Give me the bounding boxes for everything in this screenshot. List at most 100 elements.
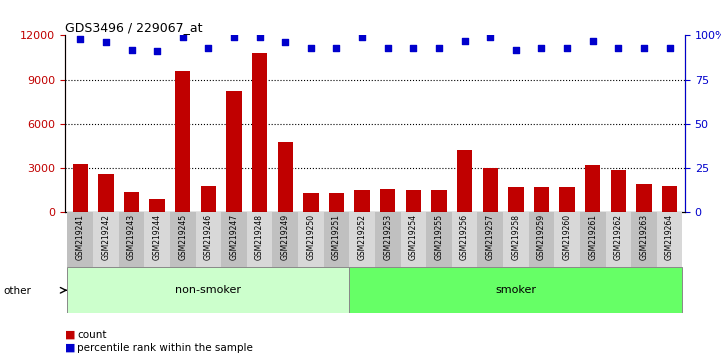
- Bar: [226, 91, 242, 212]
- Text: GSM219247: GSM219247: [229, 214, 239, 260]
- Bar: [329, 193, 344, 212]
- Bar: [175, 71, 190, 212]
- Bar: [375, 212, 401, 267]
- Point: [485, 34, 496, 40]
- Text: GSM219252: GSM219252: [358, 214, 366, 260]
- Point: [74, 36, 86, 42]
- Point: [280, 40, 291, 45]
- Text: GSM219245: GSM219245: [178, 214, 187, 260]
- Bar: [380, 189, 395, 212]
- Point: [613, 45, 624, 51]
- Bar: [662, 186, 677, 212]
- Text: count: count: [77, 330, 107, 339]
- Text: GSM219264: GSM219264: [665, 214, 674, 260]
- Bar: [452, 212, 477, 267]
- Point: [254, 34, 265, 40]
- Text: other: other: [4, 286, 32, 296]
- Point: [100, 40, 112, 45]
- Bar: [119, 212, 144, 267]
- Text: GSM219241: GSM219241: [76, 214, 85, 260]
- Text: GSM219250: GSM219250: [306, 214, 315, 260]
- Bar: [349, 212, 375, 267]
- Bar: [73, 164, 88, 212]
- Point: [638, 45, 650, 51]
- Text: ■: ■: [65, 330, 76, 339]
- Bar: [534, 187, 549, 212]
- Text: GSM219251: GSM219251: [332, 214, 341, 260]
- Point: [587, 38, 598, 44]
- Bar: [482, 168, 498, 212]
- Point: [331, 45, 342, 51]
- Bar: [273, 212, 298, 267]
- Bar: [170, 212, 195, 267]
- Bar: [247, 212, 273, 267]
- Bar: [221, 212, 247, 267]
- Text: GSM219253: GSM219253: [384, 214, 392, 260]
- Point: [151, 48, 163, 54]
- Bar: [93, 212, 119, 267]
- Text: non-smoker: non-smoker: [175, 285, 242, 295]
- Bar: [508, 187, 523, 212]
- Bar: [611, 170, 626, 212]
- Bar: [636, 184, 652, 212]
- Text: GSM219261: GSM219261: [588, 214, 597, 260]
- Text: GSM219244: GSM219244: [153, 214, 162, 260]
- Point: [203, 45, 214, 51]
- Bar: [98, 174, 114, 212]
- Bar: [431, 190, 447, 212]
- Bar: [68, 212, 93, 267]
- Point: [407, 45, 419, 51]
- Bar: [195, 212, 221, 267]
- Point: [459, 38, 470, 44]
- Text: GDS3496 / 229067_at: GDS3496 / 229067_at: [65, 21, 203, 34]
- Point: [305, 45, 317, 51]
- Text: ■: ■: [65, 343, 76, 353]
- Bar: [278, 142, 293, 212]
- Bar: [580, 212, 606, 267]
- Text: GSM219248: GSM219248: [255, 214, 264, 260]
- Point: [664, 45, 676, 51]
- Bar: [631, 212, 657, 267]
- Text: GSM219242: GSM219242: [102, 214, 110, 260]
- Text: GSM219259: GSM219259: [537, 214, 546, 260]
- Bar: [559, 187, 575, 212]
- Bar: [124, 192, 139, 212]
- Point: [177, 34, 188, 40]
- Bar: [657, 212, 682, 267]
- Bar: [585, 165, 601, 212]
- Bar: [303, 193, 319, 212]
- Text: smoker: smoker: [495, 285, 536, 295]
- Bar: [406, 190, 421, 212]
- Text: GSM219263: GSM219263: [640, 214, 648, 260]
- Bar: [477, 212, 503, 267]
- Point: [229, 34, 240, 40]
- Bar: [401, 212, 426, 267]
- Bar: [68, 267, 349, 313]
- Bar: [528, 212, 554, 267]
- Bar: [324, 212, 349, 267]
- Text: GSM219256: GSM219256: [460, 214, 469, 260]
- Point: [510, 47, 521, 52]
- Bar: [200, 186, 216, 212]
- Text: GSM219246: GSM219246: [204, 214, 213, 260]
- Text: GSM219255: GSM219255: [435, 214, 443, 260]
- Text: percentile rank within the sample: percentile rank within the sample: [77, 343, 253, 353]
- Bar: [503, 212, 528, 267]
- Bar: [554, 212, 580, 267]
- Bar: [252, 53, 267, 212]
- Bar: [457, 150, 472, 212]
- Bar: [149, 199, 165, 212]
- Point: [433, 45, 445, 51]
- Point: [382, 45, 394, 51]
- Bar: [144, 212, 170, 267]
- Text: GSM219254: GSM219254: [409, 214, 418, 260]
- Point: [536, 45, 547, 51]
- Text: GSM219243: GSM219243: [127, 214, 136, 260]
- Bar: [355, 190, 370, 212]
- Bar: [606, 212, 631, 267]
- Point: [562, 45, 573, 51]
- Text: GSM219249: GSM219249: [280, 214, 290, 260]
- Bar: [298, 212, 324, 267]
- Point: [125, 47, 137, 52]
- Text: GSM219260: GSM219260: [562, 214, 572, 260]
